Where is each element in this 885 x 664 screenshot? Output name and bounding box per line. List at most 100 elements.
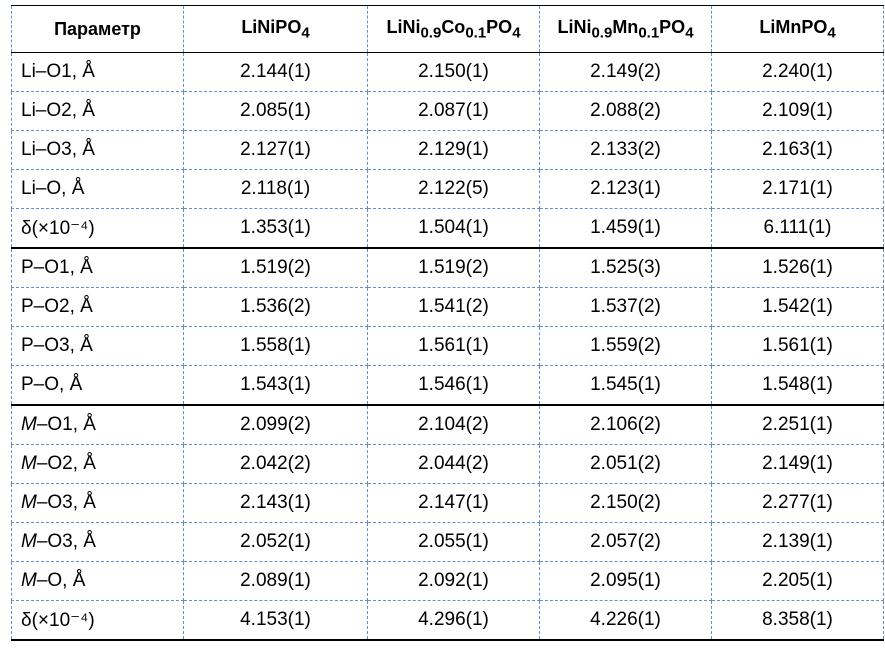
value-cell: 1.353(1) xyxy=(183,208,368,249)
parameter-label: M–O, Å xyxy=(21,570,86,591)
header-parameter: Параметр xyxy=(11,5,184,53)
value-cell: 2.118(1) xyxy=(183,169,368,209)
value-cell: 2.089(1) xyxy=(183,561,368,601)
value-cell: 2.085(1) xyxy=(183,91,368,131)
value-cell: 6.111(1) xyxy=(711,208,884,249)
value-cell: 2.251(1) xyxy=(711,404,884,445)
value-cell: 1.545(1) xyxy=(539,365,712,406)
parameter-cell: δ(×10⁻⁴) xyxy=(11,208,184,249)
parameter-label: Li–O2, Å xyxy=(21,100,95,121)
parameter-cell: P–O1, Å xyxy=(11,247,184,288)
value-cell: 4.226(1) xyxy=(539,600,712,641)
parameter-cell: M–O1, Å xyxy=(11,404,184,445)
value-cell: 1.525(3) xyxy=(539,247,712,288)
value-cell: 1.541(2) xyxy=(367,287,540,327)
value-cell: 1.537(2) xyxy=(539,287,712,327)
value-cell: 1.542(1) xyxy=(711,287,884,327)
parameter-label: Li–O3, Å xyxy=(21,139,95,160)
header-lini-mn-po4: LiNi0.9Mn0.1PO4 xyxy=(539,5,712,53)
value-cell: 2.150(2) xyxy=(539,483,712,523)
parameter-cell: Li–O2, Å xyxy=(11,91,184,131)
value-cell: 2.133(2) xyxy=(539,130,712,170)
parameter-cell: Li–O3, Å xyxy=(11,130,184,170)
data-table: Параметр LiNiPO4 LiNi0.9Co0.1PO4 LiNi0.9… xyxy=(11,5,884,641)
parameter-label: P–O2, Å xyxy=(21,296,93,317)
parameter-label: δ(×10⁻⁴) xyxy=(21,609,95,631)
value-cell: 2.052(1) xyxy=(183,522,368,562)
value-cell: 1.548(1) xyxy=(711,365,884,406)
parameter-cell: M–O3, Å xyxy=(11,522,184,562)
table-row: P–O3, Å 1.558(1) 1.561(1) 1.559(2) 1.561(1) xyxy=(11,326,884,366)
value-cell: 2.055(1) xyxy=(367,522,540,562)
value-cell: 1.546(1) xyxy=(367,365,540,406)
value-cell: 1.504(1) xyxy=(367,208,540,249)
value-cell: 2.149(1) xyxy=(711,444,884,484)
header-limnpo4: LiMnPO4 xyxy=(711,5,884,53)
parameter-label: M–O1, Å xyxy=(21,414,96,435)
table-row: Li–O3, Å 2.127(1) 2.129(1) 2.133(2) 2.163(1) xyxy=(11,130,884,170)
table-row: δ(×10⁻⁴) 4.153(1) 4.296(1) 4.226(1) 8.358(1) xyxy=(11,600,884,641)
header-row: Параметр LiNiPO4 LiNi0.9Co0.1PO4 LiNi0.9… xyxy=(11,5,884,53)
value-cell: 2.044(2) xyxy=(367,444,540,484)
value-cell: 1.543(1) xyxy=(183,365,368,406)
header-lini-co-po4: LiNi0.9Co0.1PO4 xyxy=(367,5,540,53)
value-cell: 2.240(1) xyxy=(711,52,884,92)
table-row: P–O2, Å 1.536(2) 1.541(2) 1.537(2) 1.542(1) xyxy=(11,287,884,327)
parameter-label: P–O, Å xyxy=(21,374,83,395)
value-cell: 4.153(1) xyxy=(183,600,368,641)
value-cell: 2.109(1) xyxy=(711,91,884,131)
value-cell: 2.123(1) xyxy=(539,169,712,209)
value-cell: 2.099(2) xyxy=(183,404,368,445)
parameter-cell: M–O, Å xyxy=(11,561,184,601)
value-cell: 2.205(1) xyxy=(711,561,884,601)
value-cell: 2.088(2) xyxy=(539,91,712,131)
parameter-cell: P–O3, Å xyxy=(11,326,184,366)
value-cell: 2.277(1) xyxy=(711,483,884,523)
table-row: P–O, Å 1.543(1) 1.546(1) 1.545(1) 1.548(1) xyxy=(11,365,884,406)
value-cell: 2.129(1) xyxy=(367,130,540,170)
parameter-label: δ(×10⁻⁴) xyxy=(21,217,95,239)
parameter-cell: P–O2, Å xyxy=(11,287,184,327)
parameter-label: M–O3, Å xyxy=(21,492,96,513)
value-cell: 8.358(1) xyxy=(711,600,884,641)
parameter-label: P–O3, Å xyxy=(21,335,93,356)
value-cell: 1.559(2) xyxy=(539,326,712,366)
value-cell: 2.087(1) xyxy=(367,91,540,131)
table-row: M–O2, Å 2.042(2) 2.044(2) 2.051(2) 2.149(1) xyxy=(11,444,884,484)
parameter-label: M–O2, Å xyxy=(21,453,96,474)
parameter-label: P–O1, Å xyxy=(21,257,93,278)
value-cell: 2.150(1) xyxy=(367,52,540,92)
value-cell: 2.147(1) xyxy=(367,483,540,523)
value-cell: 1.459(1) xyxy=(539,208,712,249)
value-cell: 2.143(1) xyxy=(183,483,368,523)
table-row: M–O1, Å 2.099(2) 2.104(2) 2.106(2) 2.251(1) xyxy=(11,404,884,445)
value-cell: 1.519(2) xyxy=(367,247,540,288)
value-cell: 2.144(1) xyxy=(183,52,368,92)
table-row: M–O, Å 2.089(1) 2.092(1) 2.095(1) 2.205(1) xyxy=(11,561,884,601)
value-cell: 2.106(2) xyxy=(539,404,712,445)
table-row: P–O1, Å 1.519(2) 1.519(2) 1.525(3) 1.526(1) xyxy=(11,247,884,288)
table-row: M–O3, Å 2.052(1) 2.055(1) 2.057(2) 2.139(1) xyxy=(11,522,884,562)
table-row: Li–O, Å 2.118(1) 2.122(5) 2.123(1) 2.171(1) xyxy=(11,169,884,209)
value-cell: 1.519(2) xyxy=(183,247,368,288)
parameter-label: Li–O1, Å xyxy=(21,61,95,82)
value-cell: 2.092(1) xyxy=(367,561,540,601)
parameter-cell: M–O2, Å xyxy=(11,444,184,484)
parameter-label: Li–O, Å xyxy=(21,178,85,199)
value-cell: 1.561(1) xyxy=(367,326,540,366)
parameter-label: M–O3, Å xyxy=(21,531,96,552)
value-cell: 1.561(1) xyxy=(711,326,884,366)
value-cell: 2.122(5) xyxy=(367,169,540,209)
value-cell: 2.139(1) xyxy=(711,522,884,562)
value-cell: 2.095(1) xyxy=(539,561,712,601)
value-cell: 2.051(2) xyxy=(539,444,712,484)
parameter-cell: δ(×10⁻⁴) xyxy=(11,600,184,641)
table-row: Li–O2, Å 2.085(1) 2.087(1) 2.088(2) 2.109(1) xyxy=(11,91,884,131)
parameter-cell: Li–O, Å xyxy=(11,169,184,209)
value-cell: 1.558(1) xyxy=(183,326,368,366)
value-cell: 2.127(1) xyxy=(183,130,368,170)
table-row: Li–O1, Å 2.144(1) 2.150(1) 2.149(2) 2.240(1) xyxy=(11,52,884,92)
value-cell: 4.296(1) xyxy=(367,600,540,641)
value-cell: 2.042(2) xyxy=(183,444,368,484)
value-cell: 2.104(2) xyxy=(367,404,540,445)
